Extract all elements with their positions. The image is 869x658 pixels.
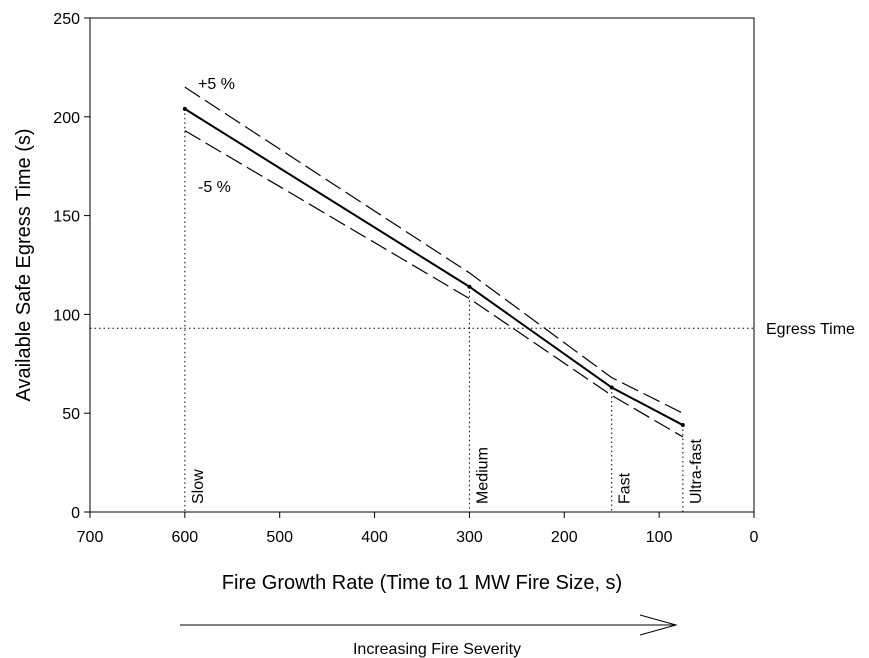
dashed-series-line — [184, 130, 684, 438]
y-tick-label: 0 — [71, 505, 80, 522]
axes: 700 600 500 400 300 200 100 0 0 50 100 150 200 250 Fir… — [13, 11, 759, 594]
series-group — [182, 86, 685, 438]
x-axis-label: Fire Growth Rate (Time to 1 MW Fire Size… — [222, 572, 622, 594]
vertical-ref-label: Fast — [617, 472, 634, 504]
x-tick-label: 600 — [172, 529, 199, 546]
y-tick-label: 50 — [62, 406, 80, 423]
data-point — [680, 423, 685, 428]
dashed-series-line — [184, 86, 684, 414]
x-tick-label: 500 — [266, 529, 293, 546]
x-tick-label: 200 — [551, 529, 578, 546]
severity-arrow-label: Increasing Fire Severity — [353, 641, 521, 658]
x-tick-label: 300 — [456, 529, 483, 546]
data-point — [609, 385, 614, 390]
chart-labels: +5 % -5 % Increasing Fire Severity — [180, 76, 678, 658]
minus-5-percent-label: -5 % — [198, 179, 231, 196]
x-tick-label: 400 — [361, 529, 388, 546]
plus-5-percent-label: +5 % — [198, 76, 235, 93]
y-axis-label: Available Safe Egress Time (s) — [13, 128, 35, 401]
vertical-ref-label: Ultra-fast — [688, 439, 705, 504]
data-point — [182, 106, 187, 111]
vertical-ref-label: Slow — [190, 469, 207, 504]
y-tick-label: 150 — [53, 209, 80, 226]
solid-series-line — [184, 108, 684, 426]
data-point — [467, 284, 472, 289]
vertical-ref-label: Medium — [474, 447, 491, 504]
y-tick-label: 100 — [53, 307, 80, 324]
egress-time-label: Egress Time — [766, 321, 855, 338]
plot-frame — [89, 17, 755, 513]
x-tick-label: 100 — [646, 529, 673, 546]
y-tick-label: 250 — [53, 11, 80, 28]
severity-arrowhead — [639, 614, 678, 636]
y-tick-label: 200 — [53, 110, 80, 127]
x-tick-label: 0 — [750, 529, 759, 546]
x-tick-label: 700 — [77, 529, 104, 546]
reference-lines: Egress Time Slow Medium Fast Ultra-fast — [90, 108, 855, 512]
